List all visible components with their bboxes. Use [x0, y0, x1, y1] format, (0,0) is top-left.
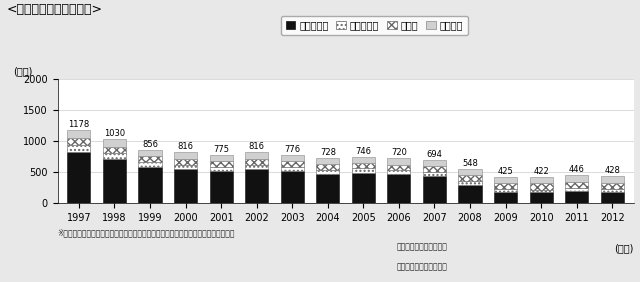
Bar [565, 175, 588, 182]
Bar [565, 182, 588, 188]
Bar [601, 183, 624, 189]
Bar [565, 188, 588, 191]
Bar [103, 139, 126, 147]
Bar [387, 164, 410, 170]
Bar [387, 174, 410, 203]
Text: 出所）日本自動車工業会: 出所）日本自動車工業会 [397, 243, 447, 252]
Bar [67, 130, 90, 138]
Bar [174, 169, 197, 203]
Text: 776: 776 [284, 145, 300, 154]
Text: 428: 428 [604, 166, 620, 175]
Bar [103, 153, 126, 159]
Text: (年度): (年度) [614, 243, 634, 253]
Bar [209, 161, 233, 167]
Text: 720: 720 [391, 148, 407, 157]
Bar [530, 192, 553, 203]
Bar [281, 161, 304, 167]
Bar [316, 169, 339, 173]
Text: 746: 746 [355, 147, 371, 156]
Bar [209, 155, 233, 161]
Bar [352, 168, 375, 173]
Bar [245, 165, 268, 169]
Bar [316, 173, 339, 203]
Text: 816: 816 [249, 142, 265, 151]
Bar [352, 163, 375, 168]
Bar [281, 167, 304, 171]
Bar [174, 158, 197, 165]
Bar [281, 171, 304, 203]
Bar [103, 147, 126, 153]
Bar [138, 162, 161, 167]
Bar [494, 177, 517, 183]
Bar [530, 190, 553, 192]
Bar [494, 183, 517, 189]
Text: 548: 548 [462, 159, 478, 168]
Bar [209, 167, 233, 171]
Legend: 原付第一種, 原付第二種, 軽二輪, 小型二輪: 原付第一種, 原付第二種, 軽二輪, 小型二輪 [281, 16, 468, 35]
Bar [458, 181, 482, 185]
Bar [601, 177, 624, 183]
Bar [174, 152, 197, 158]
Bar [601, 191, 624, 203]
Text: 1178: 1178 [68, 120, 90, 129]
Bar [423, 160, 446, 166]
Bar [281, 155, 304, 161]
Text: 694: 694 [426, 150, 442, 159]
Text: ※原付第一種・原付第二種は出荷台数、軽二輪は届出台数、小型二輪は検査届出台数: ※原付第一種・原付第二種は出荷台数、軽二輪は届出台数、小型二輪は検査届出台数 [58, 228, 235, 237]
Bar [67, 152, 90, 203]
Bar [316, 164, 339, 169]
Bar [601, 189, 624, 191]
Bar [387, 170, 410, 174]
Text: 728: 728 [320, 148, 336, 157]
Bar [494, 191, 517, 203]
Bar [387, 158, 410, 164]
Text: 775: 775 [213, 145, 229, 154]
Bar [67, 146, 90, 152]
Bar [352, 157, 375, 163]
Bar [565, 191, 588, 203]
Bar [530, 177, 553, 183]
Text: <二輪車需要台数の推移>: <二輪車需要台数の推移> [6, 3, 102, 16]
Text: 425: 425 [498, 167, 513, 176]
Bar [494, 189, 517, 191]
Bar [67, 138, 90, 146]
Y-axis label: (千台): (千台) [13, 67, 33, 76]
Bar [103, 159, 126, 203]
Text: 856: 856 [142, 140, 158, 149]
Bar [423, 176, 446, 203]
Bar [138, 156, 161, 162]
Bar [458, 169, 482, 175]
Bar [245, 158, 268, 165]
Bar [458, 185, 482, 203]
Bar [209, 171, 233, 203]
Bar [530, 183, 553, 190]
Text: 422: 422 [533, 167, 549, 176]
Bar [423, 172, 446, 176]
Text: 446: 446 [569, 165, 585, 174]
Bar [423, 166, 446, 172]
Text: 816: 816 [178, 142, 193, 151]
Bar [245, 152, 268, 158]
Bar [245, 169, 268, 203]
Bar [174, 165, 197, 169]
Bar [352, 173, 375, 203]
Bar [138, 150, 161, 156]
Bar [138, 167, 161, 203]
Bar [316, 158, 339, 164]
Bar [458, 175, 482, 181]
Text: 全国軽自動車協会連合会: 全国軽自動車協会連合会 [397, 262, 447, 271]
Text: 1030: 1030 [104, 129, 125, 138]
